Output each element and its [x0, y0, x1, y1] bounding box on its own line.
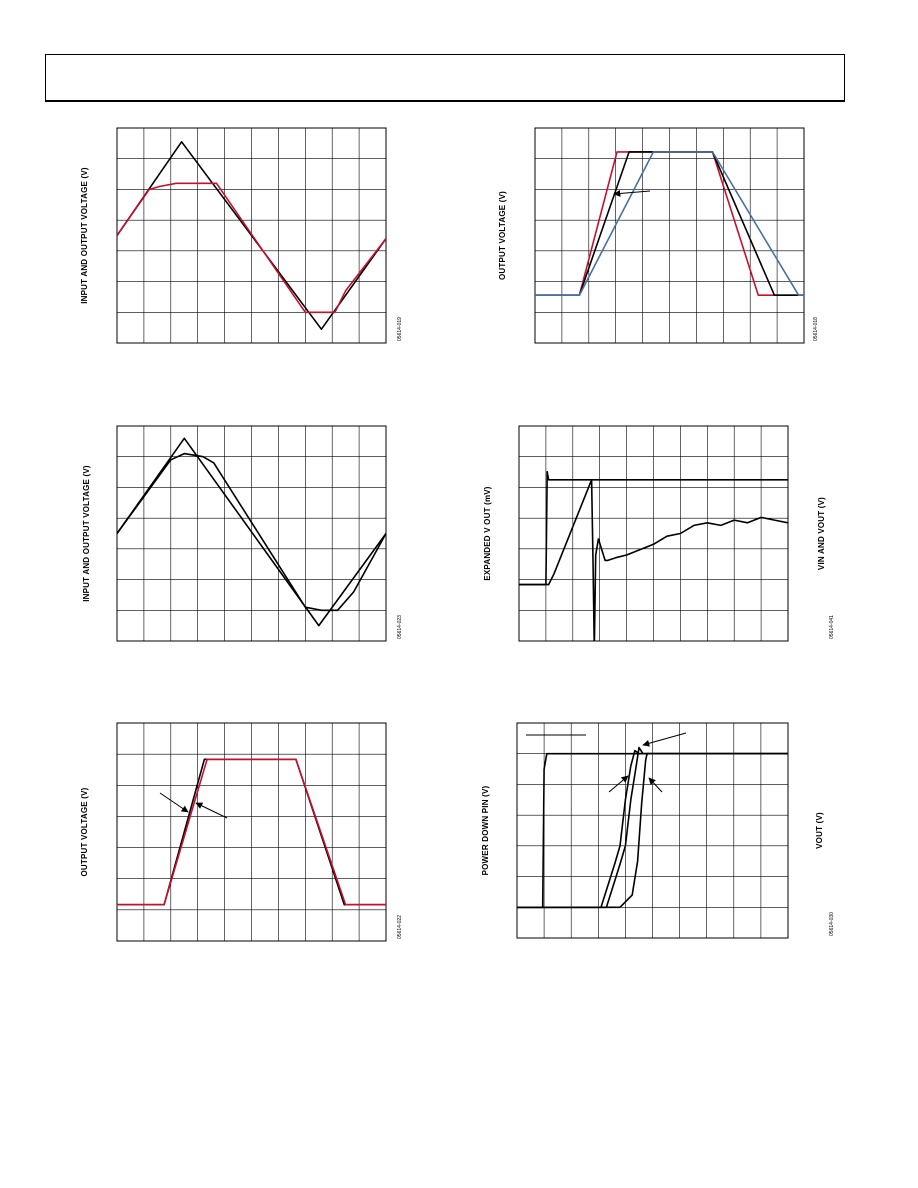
y-axis-label: EXPANDED V OUT (mV): [483, 486, 492, 580]
annotation-arrow: [613, 189, 651, 197]
annotation-arrow: [648, 777, 663, 793]
series-line-2: [117, 182, 386, 314]
annotation-arrow: [195, 802, 228, 819]
annotation-arrow: [608, 775, 629, 793]
fig-bottom-left: OUTPUT VOLTAGE (V) 05614-022: [80, 722, 403, 942]
page-header-box: [45, 54, 845, 102]
fig-bottom-right: POWER DOWN PIN (V) VOUT (V) 05614-030: [481, 722, 835, 939]
y-axis-label: INPUT AND OUTPUT VOLTAGE (V): [82, 465, 91, 602]
y-axis-label: POWER DOWN PIN (V): [481, 785, 490, 875]
figure-code: 05614-022: [397, 915, 403, 939]
figure-code: 05614-030: [829, 912, 835, 936]
annotation-arrow: [159, 792, 189, 813]
series-line-1: [117, 437, 386, 627]
figure-code: 05614-023: [397, 615, 403, 639]
y-axis-label: OUTPUT VOLTAGE (V): [498, 191, 507, 280]
figure-code: 05614-018: [813, 317, 819, 341]
series-line-3: [535, 151, 804, 297]
fig-mid-right: EXPANDED V OUT (mV) VIN AND VOUT (V) 05614…: [483, 425, 835, 642]
y-axis-label: INPUT AND OUTPUT VOLTAGE (V): [80, 167, 89, 304]
y-axis-label-right: VOUT (V): [815, 812, 824, 849]
y-axis-label-right: VIN AND VOUT (V): [817, 497, 826, 570]
figure-code: 05614-019: [397, 317, 403, 341]
fig-top-left: INPUT AND OUTPUT VOLTAGE (V) 05614-019: [80, 127, 403, 344]
series-line-3: [517, 746, 788, 909]
series-line-4: [517, 752, 788, 909]
fig-top-right: OUTPUT VOLTAGE (V) 05614-018: [498, 127, 819, 344]
fig-mid-left: INPUT AND OUTPUT VOLTAGE (V) 05614-023: [82, 425, 403, 642]
figure-code: 05614-041: [829, 615, 835, 639]
series-line-2: [117, 758, 386, 906]
annotation-arrow: [642, 732, 687, 747]
series-line-2: [519, 478, 788, 641]
y-axis-label: OUTPUT VOLTAGE (V): [80, 787, 89, 876]
series-line-2: [117, 452, 386, 612]
